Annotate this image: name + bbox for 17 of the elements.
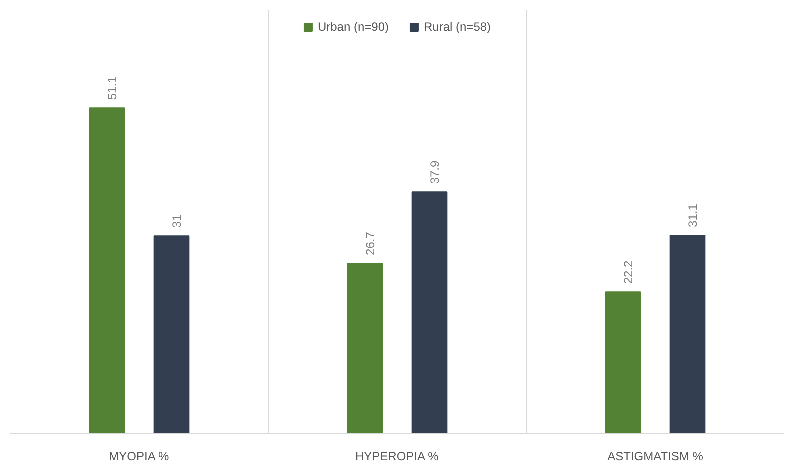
data-label: 51.1 [106, 76, 120, 100]
data-label: 26.7 [364, 232, 378, 256]
bar [347, 262, 384, 434]
legend-label: Urban (n=90) [318, 20, 390, 34]
data-label: 31.1 [686, 204, 700, 228]
bar [670, 234, 706, 434]
bar [605, 292, 642, 434]
data-label: 37.9 [428, 160, 442, 184]
bar [412, 192, 448, 434]
x-tick-label: MYOPIA % [109, 450, 170, 464]
bar [89, 108, 126, 434]
x-tick-label: ASTIGMATISM % [608, 450, 704, 464]
x-tick-label: HYPEROPIA % [355, 450, 440, 464]
legend-label: Rural (n=58) [424, 20, 492, 34]
data-label: 22.2 [622, 260, 636, 284]
data-label: 31 [170, 214, 184, 228]
bar [154, 236, 190, 434]
